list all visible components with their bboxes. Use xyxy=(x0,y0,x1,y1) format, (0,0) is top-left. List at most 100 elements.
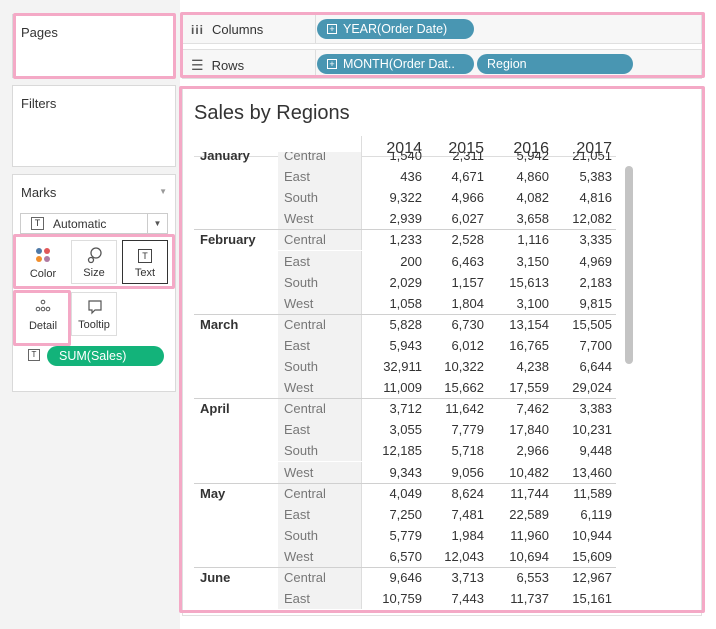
value-cell[interactable]: 3,713 xyxy=(451,570,484,585)
value-cell[interactable]: 1,984 xyxy=(451,527,484,543)
value-cell[interactable]: 9,815 xyxy=(579,295,612,311)
expand-icon[interactable]: + xyxy=(327,59,337,69)
value-cell[interactable]: 9,322 xyxy=(389,190,422,206)
value-cell[interactable]: 12,082 xyxy=(572,211,612,227)
value-cell[interactable]: 4,671 xyxy=(451,169,484,185)
table-row[interactable]: East 10,759 7,443 11,737 15,161 xyxy=(194,588,616,610)
table-row[interactable]: South 12,185 5,718 2,966 9,448 xyxy=(194,440,616,462)
detail-button[interactable]: Detail xyxy=(20,292,66,336)
value-cell[interactable]: 10,231 xyxy=(572,422,612,438)
value-cell[interactable]: 16,765 xyxy=(509,337,549,353)
table-row[interactable]: West 11,009 15,662 17,559 29,024 xyxy=(194,377,616,399)
table-row[interactable]: Central 3,712 11,642 7,462 3,383 xyxy=(194,398,616,420)
month-header[interactable]: June xyxy=(200,570,231,585)
value-cell[interactable]: 7,481 xyxy=(451,506,484,522)
year-header-2016[interactable]: 2016 xyxy=(513,140,549,157)
value-cell[interactable]: 2,966 xyxy=(516,443,549,459)
table-row[interactable]: South 32,911 10,322 4,238 6,644 xyxy=(194,356,616,378)
value-cell[interactable]: 1,116 xyxy=(517,232,549,248)
mark-type-dropdown[interactable]: T Automatic ▼ xyxy=(20,213,168,234)
value-cell[interactable]: 12,043 xyxy=(444,548,484,564)
rows-shelf[interactable]: ☰ Rows + MONTH(Order Dat.. Region xyxy=(182,49,702,79)
value-cell[interactable]: 10,694 xyxy=(509,548,549,564)
year-order-date-pill[interactable]: + YEAR(Order Date) xyxy=(317,19,474,39)
marks-menu-arrow-icon[interactable]: ▼ xyxy=(159,187,167,196)
tooltip-button[interactable]: Tooltip xyxy=(71,292,117,336)
value-cell[interactable]: 6,644 xyxy=(579,359,612,374)
table-row[interactable]: East 7,250 7,481 22,589 6,119 xyxy=(194,503,616,525)
value-cell[interactable]: 15,609 xyxy=(572,548,612,564)
value-cell[interactable]: 1,058 xyxy=(389,295,422,311)
region-pill[interactable]: Region xyxy=(477,54,633,74)
value-cell[interactable]: 6,027 xyxy=(451,211,484,227)
value-cell[interactable]: 4,238 xyxy=(516,359,549,374)
value-cell[interactable]: 6,730 xyxy=(451,316,484,332)
value-cell[interactable]: 3,150 xyxy=(516,253,549,269)
table-row[interactable]: East 3,055 7,779 17,840 10,231 xyxy=(194,419,616,441)
scrollbar-thumb[interactable] xyxy=(625,166,633,364)
month-header[interactable]: February xyxy=(200,232,256,248)
text-button[interactable]: T Text xyxy=(122,240,168,284)
value-cell[interactable]: 3,100 xyxy=(516,295,549,311)
value-cell[interactable]: 6,463 xyxy=(451,253,484,269)
value-cell[interactable]: 3,335 xyxy=(579,232,612,248)
value-cell[interactable]: 8,624 xyxy=(451,485,484,501)
vertical-scrollbar[interactable] xyxy=(623,158,635,598)
value-cell[interactable]: 32,911 xyxy=(383,359,422,374)
table-row[interactable]: East 200 6,463 3,150 4,969 xyxy=(194,250,616,272)
table-row[interactable]: South 9,322 4,966 4,082 4,816 xyxy=(194,187,616,209)
value-cell[interactable]: 3,055 xyxy=(389,422,422,438)
value-cell[interactable]: 3,712 xyxy=(389,401,422,417)
year-header-2015[interactable]: 2015 xyxy=(448,140,484,157)
value-cell[interactable]: 11,744 xyxy=(510,485,549,501)
value-cell[interactable]: 17,559 xyxy=(509,380,549,396)
value-cell[interactable]: 5,943 xyxy=(389,337,422,353)
table-row[interactable]: South 2,029 1,157 15,613 2,183 xyxy=(194,271,616,293)
year-header-2014[interactable]: 2014 xyxy=(386,140,422,157)
value-cell[interactable]: 6,570 xyxy=(389,548,422,564)
value-cell[interactable]: 436 xyxy=(400,169,422,185)
value-cell[interactable]: 7,462 xyxy=(516,401,549,417)
value-cell[interactable]: 15,662 xyxy=(444,380,484,396)
value-cell[interactable]: 4,049 xyxy=(389,485,422,501)
table-row[interactable]: South 5,779 1,984 11,960 10,944 xyxy=(194,524,616,546)
value-cell[interactable]: 11,589 xyxy=(573,485,612,501)
value-cell[interactable]: 10,322 xyxy=(444,359,484,374)
value-cell[interactable]: 6,012 xyxy=(451,337,484,353)
table-row[interactable]: West 2,939 6,027 3,658 12,082 xyxy=(194,208,616,230)
value-cell[interactable]: 4,966 xyxy=(451,190,484,206)
value-cell[interactable]: 7,779 xyxy=(451,422,484,438)
sum-sales-pill[interactable]: SUM(Sales) xyxy=(47,346,164,366)
value-cell[interactable]: 1,233 xyxy=(389,232,422,248)
pages-card[interactable]: Pages xyxy=(12,14,174,78)
table-row[interactable]: Central 9,646 3,713 6,553 12,967 xyxy=(194,567,616,589)
value-cell[interactable]: 21,051 xyxy=(572,152,612,163)
value-cell[interactable]: 15,161 xyxy=(572,591,612,607)
filters-card[interactable]: Filters xyxy=(12,85,176,167)
value-cell[interactable]: 5,828 xyxy=(389,316,422,332)
value-cell[interactable]: 5,383 xyxy=(579,169,612,185)
value-cell[interactable]: 9,056 xyxy=(451,464,484,480)
table-row[interactable]: West 9,343 9,056 10,482 13,460 xyxy=(194,461,616,483)
table-row[interactable]: East 5,943 6,012 16,765 7,700 xyxy=(194,334,616,356)
value-cell[interactable]: 9,448 xyxy=(579,443,612,459)
month-order-date-pill[interactable]: + MONTH(Order Dat.. xyxy=(317,54,474,74)
value-cell[interactable]: 22,589 xyxy=(509,506,549,522)
value-cell[interactable]: 1,804 xyxy=(451,295,484,311)
expand-icon[interactable]: + xyxy=(327,24,337,34)
value-cell[interactable]: 9,646 xyxy=(389,570,422,585)
value-cell[interactable]: 7,250 xyxy=(389,506,422,522)
value-cell[interactable]: 10,759 xyxy=(382,591,422,607)
value-cell[interactable]: 7,443 xyxy=(451,591,484,607)
value-cell[interactable]: 15,505 xyxy=(572,316,612,332)
month-header[interactable]: March xyxy=(200,316,239,332)
value-cell[interactable]: 7,700 xyxy=(579,337,612,353)
value-cell[interactable]: 2,029 xyxy=(389,274,422,290)
value-cell[interactable]: 17,840 xyxy=(509,422,549,438)
value-cell[interactable]: 1,157 xyxy=(451,274,484,290)
table-row[interactable]: Central 1,540 2,311 5,942 21,051 xyxy=(194,152,616,167)
month-header[interactable]: January xyxy=(200,152,250,163)
value-cell[interactable]: 200 xyxy=(400,253,422,269)
value-cell[interactable]: 11,960 xyxy=(510,527,549,543)
table-row[interactable]: West 6,570 12,043 10,694 15,609 xyxy=(194,545,616,567)
